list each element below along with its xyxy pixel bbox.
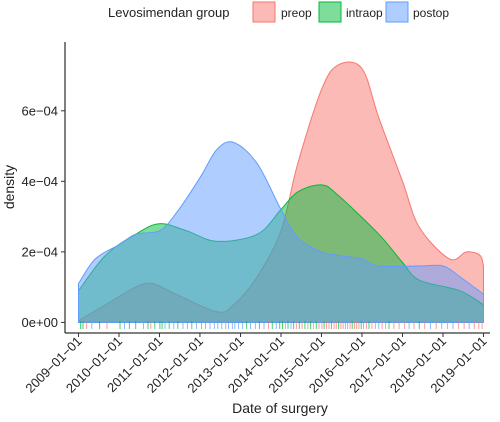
- legend-label-postop: postop: [413, 6, 449, 20]
- legend-key-postop: postop: [385, 1, 449, 23]
- y-axis-title: density: [1, 165, 17, 209]
- y-tick-label: 0e+00: [21, 315, 58, 330]
- legend-title: Levosimendan group: [108, 5, 229, 20]
- legend-label-intraop: intraop: [346, 6, 383, 20]
- density-areas: [78, 61, 484, 323]
- y-tick-label: 4e−04: [21, 174, 58, 189]
- x-axis-title: Date of surgery: [232, 400, 328, 416]
- legend-swatch-postop: [385, 1, 409, 23]
- legend-swatch-preop: [252, 1, 276, 23]
- y-tick-label: 2e−04: [21, 244, 58, 259]
- legend-label-preop: preop: [281, 6, 312, 20]
- y-axis-ticks: 0e+00 2e−04 4e−04 6e−04: [21, 103, 65, 330]
- legend-key-intraop: intraop: [318, 1, 383, 23]
- x-axis-ticks: 2009−01−012010−01−012011−01−012012−01−01…: [22, 333, 490, 396]
- y-tick-label: 6e−04: [21, 103, 58, 118]
- legend-swatch-intraop: [318, 1, 342, 23]
- legend: Levosimendan group preop intraop postop: [108, 1, 449, 23]
- legend-key-preop: preop: [252, 1, 312, 23]
- rug-marks: [80, 321, 483, 329]
- density-area-postop: [78, 141, 484, 323]
